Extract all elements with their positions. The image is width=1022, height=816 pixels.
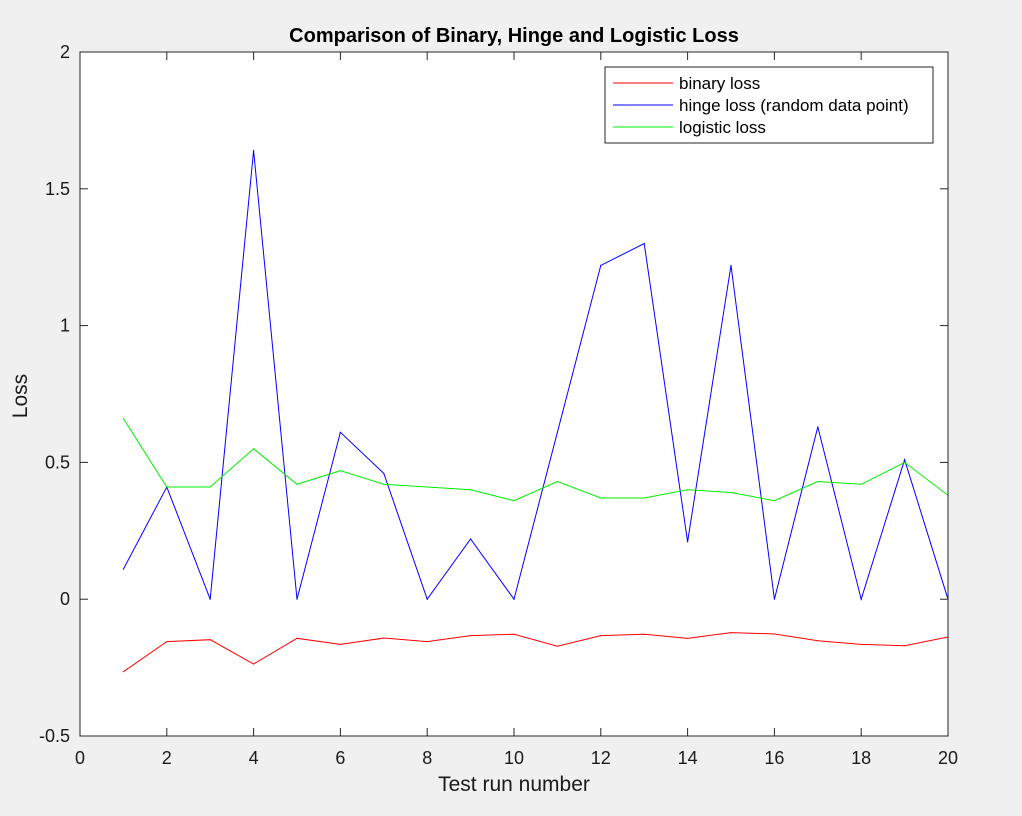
data-point-hinge-loss — [904, 459, 906, 461]
data-point-logistic-loss — [122, 418, 124, 420]
data-point-logistic-loss — [426, 486, 428, 488]
x-tick-label: 20 — [938, 748, 958, 768]
data-point-binary-loss — [513, 633, 515, 635]
data-point-hinge-loss — [253, 149, 255, 152]
x-axis-title: Test run number — [438, 773, 590, 796]
data-point-binary-loss — [209, 639, 211, 641]
y-tick-label: 2 — [60, 42, 70, 62]
x-tick-label: 4 — [249, 748, 259, 768]
chart-title: Comparison of Binary, Hinge and Logistic… — [289, 25, 739, 47]
x-tick-label: 18 — [851, 748, 871, 768]
data-point-binary-loss — [687, 637, 689, 639]
data-point-hinge-loss — [817, 426, 819, 428]
plot-frame — [79, 51, 949, 737]
data-point-binary-loss — [773, 633, 776, 635]
x-tick-label: 0 — [75, 748, 85, 768]
legend-label-binary-loss: binary loss — [679, 74, 760, 93]
data-point-logistic-loss — [470, 489, 472, 491]
data-point-binary-loss — [122, 671, 124, 673]
x-tick-label: 12 — [591, 748, 611, 768]
data-point-hinge-loss — [296, 598, 298, 600]
data-point-hinge-loss — [426, 598, 428, 600]
data-point-logistic-loss — [339, 470, 341, 472]
legend[interactable]: binary loss hinge loss (random data poin… — [604, 66, 934, 144]
data-point-hinge-loss — [860, 598, 862, 600]
data-point-hinge-loss — [209, 598, 211, 600]
x-tick-label: 14 — [678, 748, 698, 768]
data-point-binary-loss — [253, 663, 255, 665]
data-point-binary-loss — [643, 633, 645, 635]
data-point-binary-loss — [339, 643, 341, 645]
data-point-hinge-loss — [687, 541, 689, 543]
data-point-binary-loss — [426, 641, 428, 643]
data-point-logistic-loss — [730, 491, 732, 494]
data-point-logistic-loss — [383, 483, 385, 485]
data-point-hinge-loss — [773, 598, 776, 600]
series-line-binary-loss[interactable] — [123, 632, 949, 673]
data-point-binary-loss — [296, 637, 298, 639]
data-point-logistic-loss — [643, 497, 645, 499]
data-point-hinge-loss — [730, 264, 732, 267]
data-point-logistic-loss — [904, 461, 906, 463]
series-layer — [122, 149, 949, 673]
x-tick-label: 10 — [504, 748, 524, 768]
data-point-logistic-loss — [209, 486, 211, 488]
data-point-hinge-loss — [556, 431, 559, 433]
data-point-logistic-loss — [600, 497, 602, 499]
data-point-logistic-loss — [296, 483, 298, 485]
data-point-hinge-loss — [513, 598, 515, 600]
y-tick-label: -0.5 — [39, 726, 70, 746]
data-point-hinge-loss — [339, 431, 341, 433]
data-point-logistic-loss — [687, 489, 689, 491]
data-point-logistic-loss — [817, 480, 819, 483]
x-tick-label: 8 — [422, 748, 432, 768]
data-point-hinge-loss — [383, 472, 385, 474]
y-tick-label: 0 — [60, 589, 70, 609]
data-point-binary-loss — [470, 634, 472, 637]
legend-label-hinge-loss: hinge loss (random data point) — [679, 96, 909, 115]
y-tick-label: 0.5 — [45, 452, 70, 472]
data-point-logistic-loss — [860, 483, 862, 485]
data-point-hinge-loss — [122, 568, 124, 570]
x-tick-label: 6 — [335, 748, 345, 768]
data-point-logistic-loss — [253, 448, 255, 450]
data-point-hinge-loss — [600, 264, 602, 267]
data-point-hinge-loss — [470, 538, 472, 540]
legend-label-logistic-loss: logistic loss — [679, 118, 766, 137]
data-point-logistic-loss — [513, 500, 515, 502]
x-tick-label: 16 — [764, 748, 784, 768]
series-line-logistic-loss[interactable] — [122, 418, 949, 502]
data-point-hinge-loss — [643, 242, 645, 245]
data-point-logistic-loss — [166, 486, 168, 488]
data-point-logistic-loss — [773, 500, 776, 502]
plot-area — [80, 52, 948, 736]
data-point-binary-loss — [383, 637, 385, 639]
y-tick-label: 1 — [60, 316, 70, 336]
data-point-logistic-loss — [556, 480, 559, 483]
series-line-hinge-loss[interactable] — [122, 150, 949, 602]
data-point-binary-loss — [730, 631, 732, 634]
data-point-binary-loss — [860, 643, 862, 645]
data-point-binary-loss — [817, 640, 819, 642]
y-tick-label: 1.5 — [45, 179, 70, 199]
x-tick-label: 2 — [162, 748, 172, 768]
y-axis-title: Loss — [9, 374, 32, 418]
data-point-binary-loss — [556, 645, 559, 647]
data-point-binary-loss — [600, 634, 602, 637]
data-point-binary-loss — [166, 641, 168, 643]
data-point-binary-loss — [904, 645, 906, 647]
